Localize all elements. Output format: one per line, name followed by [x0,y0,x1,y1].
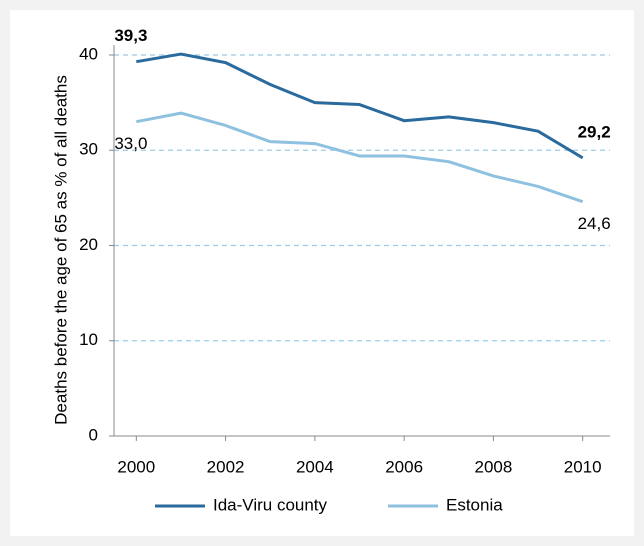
x-tick-label: 2000 [117,457,155,476]
series-line [136,111,584,204]
y-tick-label: 40 [79,44,98,63]
x-tick-label: 2004 [296,457,334,476]
series-line [136,52,584,160]
y-tick-label: 30 [79,140,98,159]
data-label: 24,6 [578,214,611,233]
y-axis-label: Deaths before the age of 65 as % of all … [51,75,70,425]
legend-label: Ida-Viru county [213,495,328,514]
y-tick-label: 10 [79,330,98,349]
x-tick-label: 2002 [207,457,245,476]
x-tick-label: 2008 [474,457,512,476]
x-tick-label: 2006 [385,457,423,476]
y-tick-label: 0 [89,425,98,444]
legend-label: Estonia [446,495,503,514]
x-tick-label: 2010 [564,457,602,476]
data-label: 39,3 [114,26,147,45]
data-label: 29,2 [578,122,611,141]
data-label: 33,0 [114,134,147,153]
y-tick-label: 20 [79,235,98,254]
